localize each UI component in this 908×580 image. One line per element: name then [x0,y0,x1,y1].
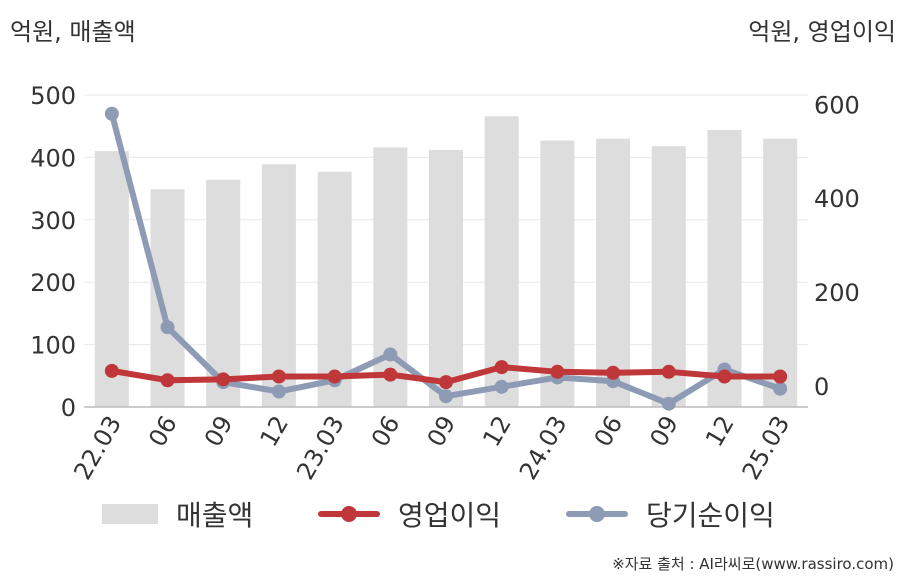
net-income-point [160,320,175,335]
x-tick-label: 12 [477,411,517,451]
operating-profit-point [717,369,732,384]
left-tick-label: 0 [61,394,76,422]
revenue-bar [150,189,185,407]
operating-profit-point [271,369,286,384]
revenue-bar [651,146,686,407]
left-axis-unit-label: 억원, 매출액 [10,18,136,46]
revenue-bars [94,116,798,408]
revenue-bar [596,138,631,407]
legend-label-net-income: 당기순이익 [646,499,775,532]
right-tick-label: 0 [814,373,829,401]
legend-label-revenue: 매출액 [176,499,254,532]
left-tick-label: 100 [30,332,76,360]
right-tick-label: 400 [814,185,860,213]
left-tick-label: 400 [30,144,76,172]
source-credit: ※자료 출처 : AI라씨로(www.rassiro.com) [612,555,894,573]
right-tick-label: 600 [814,91,860,119]
x-tick-label: 22.03 [68,411,127,485]
net-income-point [494,379,509,394]
right-axis-unit-label: 억원, 영업이익 [748,18,896,46]
right-tick-label: 200 [814,279,860,307]
net-income-point [383,347,398,362]
x-tick-label: 09 [644,411,684,451]
operating-profit-point [327,369,342,384]
left-tick-label: 500 [30,82,76,110]
net-income-point [773,381,788,396]
legend-swatch-net-income [566,504,628,524]
x-tick-label: 09 [199,411,239,451]
left-tick-label: 300 [30,207,76,235]
x-tick-label: 23.03 [291,411,350,485]
legend-item-operating-profit: 영업이익 [318,494,501,534]
operating-profit-point [494,360,509,375]
legend: 매출액 영업이익 당기순이익 [0,494,908,534]
legend-item-revenue: 매출액 [102,494,253,534]
operating-profit-point [104,363,119,378]
profit-lines [104,106,788,411]
operating-profit-point [606,365,621,380]
revenue-bar [540,140,575,407]
revenue-bar [317,171,352,407]
legend-label-operating-profit: 영업이익 [398,499,502,532]
x-tick-label: 12 [700,411,740,451]
net-income-point [439,389,453,404]
operating-profit-point [383,367,398,382]
net-income-point [661,396,676,411]
x-tick-label: 06 [143,411,183,451]
revenue-bar [763,138,798,407]
revenue-bar [261,164,296,407]
x-tick-label: 25.03 [737,411,796,485]
x-tick-label: 24.03 [514,411,573,485]
revenue-bar [707,129,742,407]
x-tick-label: 06 [366,411,406,451]
net-income-point [271,384,286,399]
x-tick-label: 12 [255,411,295,451]
revenue-bar [484,116,519,407]
operating-profit-point [160,373,175,388]
revenue-bar [429,149,463,408]
legend-swatch-operating-profit [318,504,380,524]
operating-profit-point [550,364,565,379]
operating-profit-point [439,375,453,390]
legend-item-net-income: 당기순이익 [566,494,775,534]
operating-profit-point [773,369,788,384]
operating-profit-point [216,372,231,387]
left-tick-label: 200 [30,269,76,297]
operating-profit-point [661,364,676,379]
legend-swatch-revenue [102,504,158,524]
x-tick-label: 06 [589,411,629,451]
x-tick-label: 09 [422,411,462,451]
net-income-point [104,106,119,121]
